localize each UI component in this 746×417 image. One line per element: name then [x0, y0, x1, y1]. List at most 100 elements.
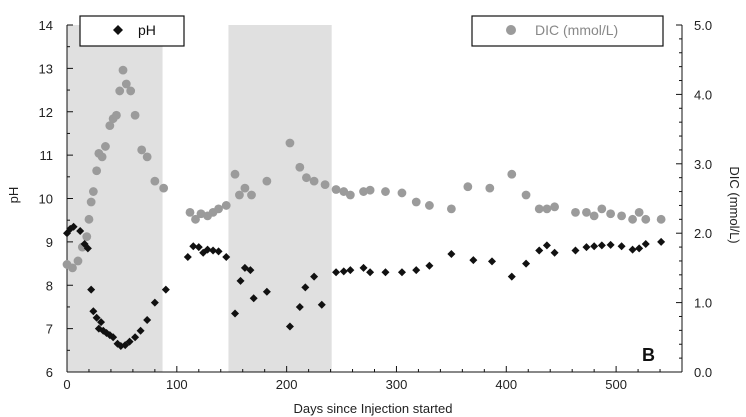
ph-point — [425, 261, 434, 270]
y-left-tick-label: 11 — [40, 148, 54, 163]
dic-point — [534, 204, 544, 214]
dic-point — [628, 214, 637, 224]
y-right-tick-label: 2.0 — [694, 226, 712, 241]
dic-point — [73, 256, 83, 266]
dic-point — [597, 204, 607, 214]
dic-point — [521, 190, 531, 200]
dic-point — [331, 185, 341, 194]
y-right-axis-title: DIC (mmol/L) — [727, 166, 742, 243]
ph-point — [635, 244, 644, 253]
dic-point — [641, 214, 651, 224]
ph-point — [582, 243, 591, 252]
dic-point — [88, 187, 98, 196]
ph-point — [597, 241, 606, 250]
ph-point — [231, 309, 240, 318]
dic-point — [463, 182, 473, 192]
ph-point — [310, 272, 319, 281]
ph-point — [143, 315, 152, 324]
y-right-tick-label: 1.0 — [694, 296, 712, 311]
dic-point — [118, 65, 128, 75]
dic-point — [221, 201, 231, 210]
legend-ph-marker — [113, 25, 123, 35]
series-dic — [62, 65, 666, 273]
ph-point — [317, 300, 326, 309]
dic-point — [656, 214, 666, 224]
y-left-tick-label: 10 — [39, 192, 53, 207]
dic-point — [126, 86, 136, 96]
ph-point — [125, 337, 134, 346]
x-tick-label: 100 — [166, 377, 188, 392]
ph-point — [189, 242, 198, 251]
y-right-tick-label: 3.0 — [694, 157, 712, 172]
ph-point — [89, 307, 98, 316]
shaded-periods — [67, 25, 332, 372]
legend-ph-label: pH — [138, 22, 156, 38]
ph-point — [69, 222, 78, 231]
dic-point — [381, 187, 390, 196]
ph-point — [83, 244, 92, 253]
dic-point — [159, 183, 169, 193]
dic-point — [101, 142, 110, 151]
ph-point — [469, 256, 478, 265]
dic-point — [571, 207, 580, 217]
legend-dic-box — [471, 15, 664, 47]
x-tick-label: 400 — [495, 377, 517, 392]
ph-point — [222, 253, 231, 262]
dic-point — [82, 232, 92, 242]
ph-point — [346, 266, 355, 275]
dic-point — [97, 152, 107, 162]
shaded-period-0 — [67, 25, 163, 372]
x-tick-label: 0 — [63, 377, 70, 392]
dic-point — [339, 187, 349, 196]
dic-point — [411, 197, 421, 207]
ph-point — [542, 241, 551, 250]
dic-point — [150, 176, 160, 186]
x-tick-label: 500 — [605, 377, 627, 392]
dic-point — [345, 190, 355, 200]
y-left-tick-label: 14 — [39, 18, 53, 33]
dic-point — [142, 152, 152, 162]
ph-point — [522, 259, 531, 268]
ph-point — [590, 242, 599, 251]
y-left-tick-label: 7 — [46, 322, 53, 337]
ph-point — [209, 246, 218, 255]
dic-point — [365, 185, 375, 195]
ph-point — [203, 245, 212, 254]
dic-point — [86, 197, 96, 207]
y-left-axis-title: pH — [6, 187, 21, 204]
dic-point — [606, 209, 616, 219]
dic-point — [92, 166, 102, 176]
shaded-period-1 — [228, 25, 332, 372]
dic-point — [230, 169, 240, 179]
y-left-axis-ticks: 6 7 8 9 10 11 12 13 14 — [39, 18, 73, 380]
ph-point — [285, 322, 294, 331]
panel-label: B — [642, 345, 655, 365]
y-right-tick-label: 4.0 — [694, 87, 712, 102]
dic-point — [485, 183, 495, 193]
dic-point — [507, 169, 517, 179]
dic-point — [137, 145, 147, 155]
dic-point — [617, 211, 626, 221]
dic-point — [589, 211, 599, 221]
ph-point — [550, 248, 559, 257]
dic-point — [302, 173, 311, 183]
ph-point — [161, 285, 170, 294]
dic-point — [425, 201, 434, 210]
ph-point — [507, 272, 516, 281]
y-left-tick-label: 6 — [46, 365, 53, 380]
ph-point — [236, 276, 245, 285]
ph-point — [136, 326, 145, 335]
ph-point — [339, 267, 348, 276]
ph-point — [87, 285, 96, 294]
ph-point — [535, 246, 544, 255]
ph-point — [381, 268, 390, 277]
ph-point — [641, 240, 650, 249]
ph-point — [332, 268, 341, 277]
ph-point — [606, 240, 615, 249]
ph-point — [488, 257, 497, 266]
dic-point — [130, 110, 140, 120]
dic-point — [214, 204, 223, 214]
dic-point — [121, 79, 131, 89]
dic-point — [634, 207, 644, 217]
